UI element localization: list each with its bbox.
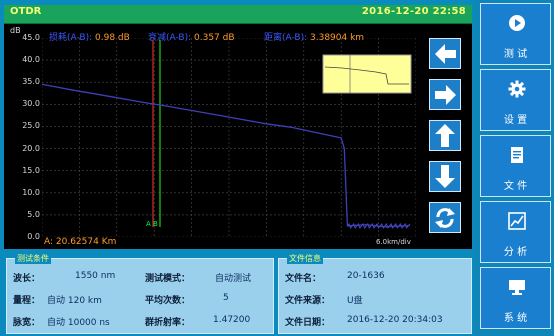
distance-marker: 距离(A-B): 3.38904 km [264,30,364,43]
distance-value: 3.38904 km [310,33,365,43]
test-button[interactable]: 测 试 [480,3,551,65]
file-date-value: 2016-12-20 20:34:03 [347,315,443,325]
analysis-button-label: 分 析 [503,247,528,258]
range-label: 量程： [13,296,41,306]
wavelength-label: 波长： [13,274,41,284]
file-icon [511,147,523,163]
overview-box [322,54,412,94]
y-tick-label: 45.0 [22,33,40,42]
cursor-ab-tag: A B [146,220,158,228]
y-tick-label: 35.0 [22,77,40,87]
left-arrow-icon [435,44,456,64]
file-button-label: 文 件 [503,181,528,192]
system-button[interactable]: 系 统 [480,267,551,329]
refresh-icon [435,208,455,228]
analysis-icon [508,212,526,230]
y-tick-label: 10.0 [22,187,40,197]
trace-canvas[interactable]: A B [42,38,416,237]
title-bar: OTDR 2016-12-20 22:58 [4,5,472,24]
test-mode-label: 测试模式： [145,274,191,284]
pan-left-button[interactable] [429,38,461,69]
otdr-trace-plot[interactable]: dB 损耗(A-B): 0.98 dB 衰减(A-B): 0.357 dB 距离… [4,24,472,249]
overview-trace [324,66,409,85]
y-unit-label: dB [10,26,21,35]
info-panel: 测试条件 波长： 1550 nm 测试模式： 自动测试 量程： 自动 120 k… [4,252,472,334]
refractive-index-label: 群折射率： [145,318,191,328]
file-info-legend: 文件信息 [287,253,323,264]
file-date-label: 文件日期： [285,318,331,328]
monitor-icon [509,280,525,295]
trace-line [42,83,410,228]
file-name-value: 20-1636 [347,271,385,281]
attenuation-label: 衰减(A-B): [148,33,192,43]
y-tick-label: 40.0 [22,55,40,65]
average-count-label: 平均次数： [145,296,191,306]
y-tick-label: 25.0 [22,121,40,131]
overview-window [322,54,412,94]
average-count-value: 5 [223,293,229,303]
system-button-label: 系 统 [503,313,528,324]
cursors [152,40,161,227]
settings-button[interactable]: 设 置 [480,69,551,131]
analysis-button[interactable]: 分 析 [480,201,551,263]
test-params-box: 测试条件 波长： 1550 nm 测试模式： 自动测试 量程： 自动 120 k… [6,253,274,334]
zoom-up-button[interactable] [429,120,461,151]
loss-value: 0.98 dB [95,33,130,43]
y-tick-label: 20.0 [22,143,40,153]
file-source-value: U盘 [347,296,363,306]
down-arrow-icon [435,165,455,188]
test-params-legend: 测试条件 [15,253,51,264]
test-button-label: 测 试 [503,49,528,60]
gear-icon [508,80,526,98]
range-value: 自动 120 km [47,296,102,306]
main-frame: OTDR 2016-12-20 22:58 dB 损耗(A-B): 0.98 d… [4,5,472,334]
y-tick-label: 0.0 [27,232,40,241]
wavelength-value: 1550 nm [75,271,116,281]
file-info-box: 文件信息 文件名： 20-1636 文件来源： U盘 文件日期： 2016-12… [278,253,472,334]
reset-view-button[interactable] [429,202,461,233]
pulse-width-value: 自动 10000 ns [47,318,110,328]
cursor-a-distance: A: 20.62574 Km [44,237,117,247]
right-arrow-icon [435,85,456,105]
file-source-label: 文件来源： [285,296,331,306]
up-arrow-icon [435,124,455,147]
y-tick-label: 30.0 [22,99,40,109]
play-icon [509,15,525,31]
date-time: 2016-12-20 22:58 [361,6,466,17]
pulse-width-label: 脉宽： [13,318,41,328]
y-tick-label: 15.0 [22,165,40,175]
pan-right-button[interactable] [429,79,461,110]
zoom-down-button[interactable] [429,161,461,192]
app-title: OTDR [10,6,42,17]
file-name-label: 文件名： [285,274,322,284]
horizontal-scale: 6.0km/div [376,238,411,246]
file-button[interactable]: 文 件 [480,135,551,197]
sidebar: 测 试 设 置 文 件 分 析 系 统 [476,0,554,336]
distance-label: 距离(A-B): [264,33,308,43]
refractive-index-value: 1.47200 [213,315,251,325]
settings-button-label: 设 置 [503,115,528,126]
y-tick-label: 5.0 [27,209,40,219]
test-mode-value: 自动测试 [215,274,252,284]
